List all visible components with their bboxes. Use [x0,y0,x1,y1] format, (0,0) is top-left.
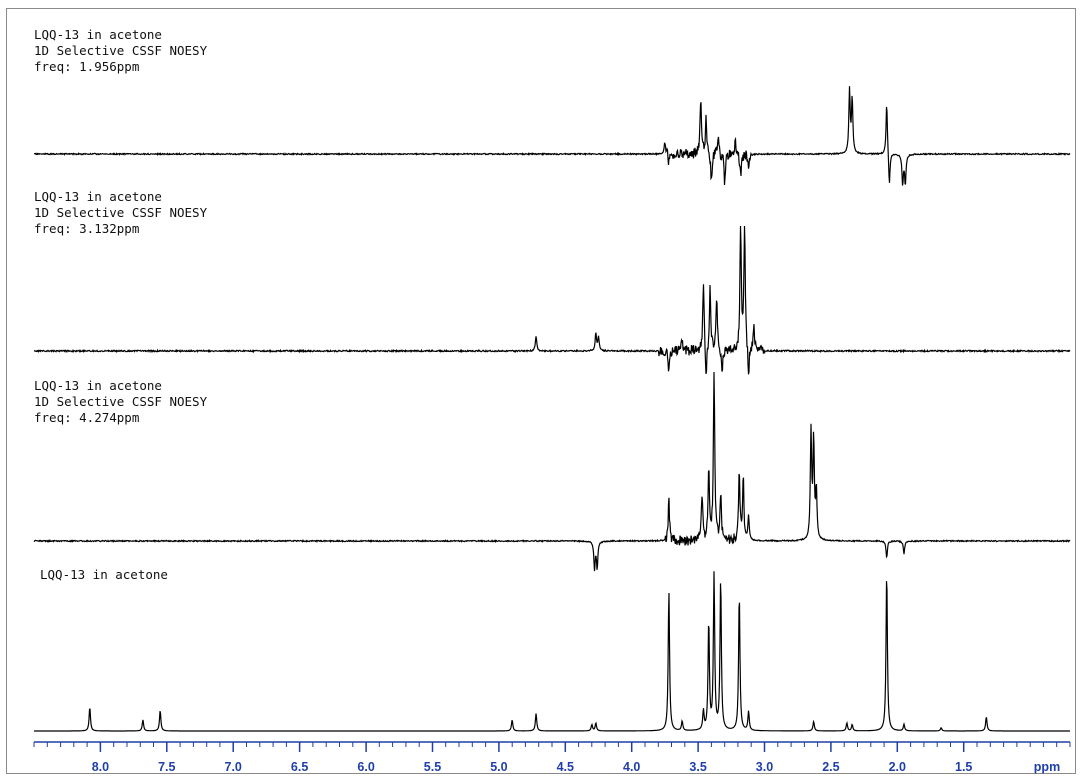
panel-3-freq: freq: 4.274ppm [34,410,139,425]
spectra-traces [33,86,1071,732]
x-axis-tick-label: 7.5 [158,760,175,774]
panel-3-label: LQQ-13 in acetone 1D Selective CSSF NOES… [34,378,208,425]
x-axis-unit-label: ppm [1034,760,1060,774]
x-axis: 8.0 7.5 7.0 6.5 6.0 5.5 5.0 4.5 4.0 3.5 3.0 2.5 2.0 1… [33,741,1071,774]
panel-4-sample: LQQ-13 in acetone [40,567,168,582]
plot-frame [6,8,1076,774]
x-axis-tick-label: 2.5 [822,760,839,774]
x-axis-tick-label: 3.5 [689,760,706,774]
panel-2-label: LQQ-13 in acetone 1D Selective CSSF NOES… [34,189,208,236]
panel-1-experiment: 1D Selective CSSF NOESY [34,43,208,58]
x-axis-major-ticks: 8.0 7.5 7.0 6.5 6.0 5.5 5.0 4.5 4.0 3.5 3.0 2.5 2.0 1… [92,742,972,774]
spectrum-trace-1 [34,86,1071,186]
x-axis-tick-label: 3.0 [756,760,773,774]
panel-2-sample: LQQ-13 in acetone [34,189,162,204]
spectrum-trace-4 [34,571,1070,732]
panel-1-label: LQQ-13 in acetone 1D Selective CSSF NOES… [34,27,208,74]
panel-1-sample: LQQ-13 in acetone [34,27,162,42]
panel-3-experiment: 1D Selective CSSF NOESY [34,394,208,409]
panel-4-label: LQQ-13 in acetone [40,567,168,582]
x-axis-tick-label: 4.5 [557,760,574,774]
panel-2-experiment: 1D Selective CSSF NOESY [34,205,208,220]
panel-3-sample: LQQ-13 in acetone [34,378,162,393]
x-axis-tick-label: 7.0 [225,760,242,774]
x-axis-tick-label: 8.0 [92,760,109,774]
spectrum-trace-2 [33,225,1071,375]
x-axis-tick-label: 6.0 [357,760,374,774]
x-axis-tick-label: 4.0 [623,760,640,774]
panel-1-freq: freq: 1.956ppm [34,59,139,74]
x-axis-tick-label: 1.5 [955,760,972,774]
panel-2-freq: freq: 3.132ppm [34,221,139,236]
x-axis-tick-label: 5.5 [424,760,441,774]
x-axis-tick-label: 6.5 [291,760,308,774]
x-axis-tick-label: 2.0 [889,760,906,774]
spectrum-trace-3 [33,371,1071,572]
x-axis-tick-label: 5.0 [490,760,507,774]
